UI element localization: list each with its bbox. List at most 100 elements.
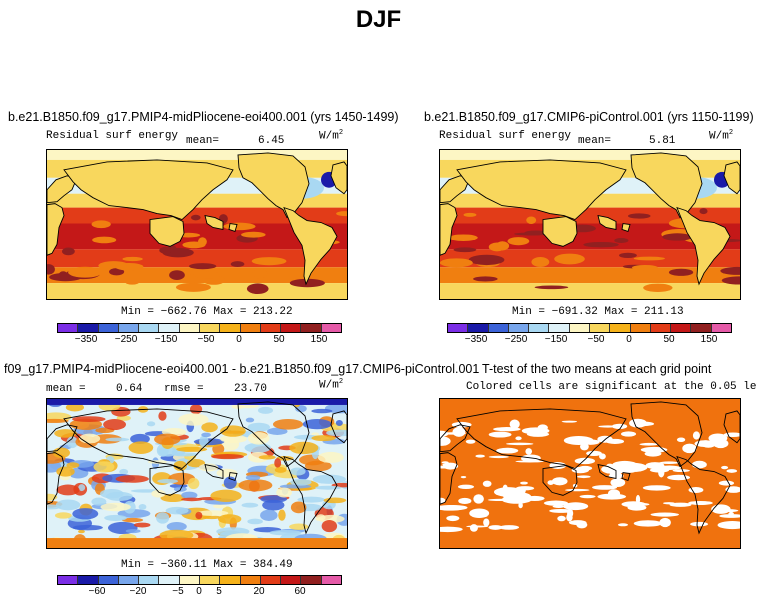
colorbar-swatch [711, 324, 731, 332]
non-significant-cell [581, 439, 600, 445]
panel3-colorbar [57, 575, 342, 585]
non-significant-cell [717, 521, 740, 530]
field-patch [220, 425, 246, 437]
panel3-rmse-value: 23.70 [234, 383, 268, 395]
non-significant-cell [690, 521, 708, 527]
panel3-units: W/m2 [319, 378, 344, 392]
field-patch [245, 417, 255, 423]
non-significant-cell [460, 475, 467, 479]
field-patch [290, 501, 307, 514]
field-patch [507, 237, 530, 246]
field-patch [105, 491, 133, 502]
non-significant-cell [501, 495, 532, 504]
field-patch [156, 512, 170, 524]
field-patch [526, 216, 537, 224]
non-significant-cell [627, 504, 647, 511]
panel2-mean-label: mean= [578, 135, 612, 147]
panel3-tick: −20 [129, 586, 147, 597]
field-patch [72, 416, 106, 422]
field-patch [618, 252, 637, 259]
field-patch [103, 419, 127, 431]
panel3-mean-label: mean = [46, 383, 86, 395]
polar-band [47, 399, 347, 405]
panel3-tick: 0 [196, 586, 202, 597]
non-significant-cell [442, 463, 456, 466]
field-patch [47, 264, 55, 275]
field-patch [160, 493, 186, 503]
coastline [621, 223, 631, 233]
field-patch [62, 247, 75, 256]
non-significant-cell [691, 460, 707, 469]
field-patch [463, 212, 477, 217]
field-patch [201, 432, 211, 438]
field-patch [315, 517, 324, 521]
field-patch [278, 509, 286, 521]
field-patch [116, 415, 131, 421]
field-patch [54, 429, 77, 438]
non-significant-cell [482, 480, 492, 487]
field-patch [78, 433, 101, 444]
field-patch [311, 435, 336, 442]
non-significant-cell [458, 497, 472, 505]
field-patch [449, 234, 478, 241]
coastline [456, 159, 627, 221]
field-patch [247, 452, 269, 463]
field-patch [181, 497, 203, 502]
non-significant-cell [688, 500, 713, 506]
coastline [630, 401, 703, 468]
field-patch [138, 503, 147, 510]
field-patch [223, 222, 256, 231]
field-patch [119, 468, 129, 475]
non-significant-cell [688, 487, 704, 493]
panel2-map-svg [440, 150, 740, 299]
non-significant-cell [606, 463, 614, 468]
field-patch [276, 487, 292, 498]
panel1-tick: −350 [74, 334, 98, 345]
non-significant-cell [543, 500, 569, 506]
field-patch [91, 497, 107, 506]
non-significant-cell [440, 497, 446, 504]
field-patch [184, 269, 194, 276]
coastline [440, 175, 471, 204]
colorbar-swatch [159, 576, 180, 584]
panel2-mean-value: 5.81 [649, 135, 676, 147]
field-patch [614, 237, 629, 243]
colorbar-swatch [58, 324, 79, 332]
panel3-colorbar-ticks: −60 −20 −5 0 5 20 60 [57, 586, 340, 598]
non-significant-cell [676, 437, 686, 442]
panel2-stats: Min = −691.32 Max = 211.13 [512, 306, 684, 318]
field-patch [93, 461, 115, 473]
panel2-tick: 150 [700, 334, 718, 345]
colorbar-swatch [139, 324, 160, 332]
field-patch [121, 517, 144, 523]
non-significant-cell [561, 420, 578, 423]
field-patch [91, 220, 111, 229]
colorbar-swatch [488, 324, 509, 332]
field-patch [241, 231, 266, 238]
coastline [330, 161, 347, 195]
coastline [440, 424, 471, 453]
non-significant-cell [718, 480, 735, 486]
field-patch [65, 403, 85, 412]
field-patch [273, 418, 303, 430]
non-significant-cell [607, 489, 621, 498]
non-significant-cell [457, 484, 475, 489]
field-patch [252, 268, 268, 279]
colorbar-swatch [78, 324, 99, 332]
field-patch [193, 271, 222, 279]
panel2-units: W/m2 [709, 129, 734, 143]
significant-area [440, 399, 740, 548]
colorbar-swatch [321, 576, 341, 584]
field-patch [220, 434, 248, 444]
non-significant-cell [610, 478, 626, 488]
coastline [149, 216, 185, 247]
field-patch [230, 261, 245, 268]
field-patch [257, 406, 274, 414]
panel1-tick: 50 [273, 334, 285, 345]
panel3-tick: −5 [172, 586, 184, 597]
polar-band [47, 538, 347, 548]
colorbar-swatch [468, 324, 489, 332]
non-significant-cell [488, 525, 503, 530]
non-significant-cell [518, 502, 523, 509]
coastline [440, 203, 458, 256]
